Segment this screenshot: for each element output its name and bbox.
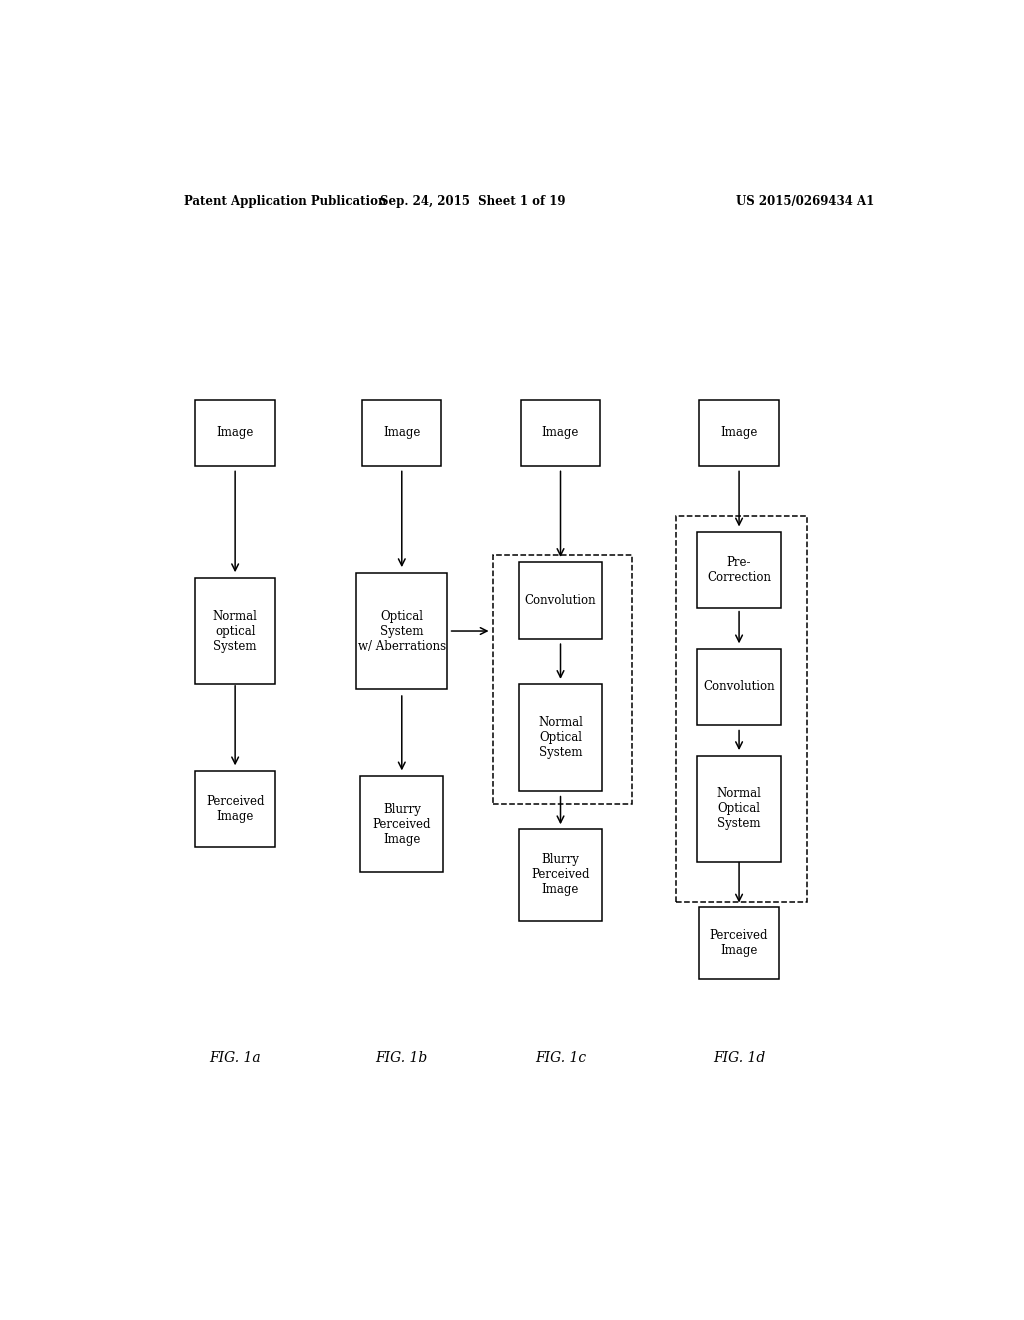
Text: Perceived
Image: Perceived Image (710, 929, 768, 957)
FancyBboxPatch shape (362, 400, 441, 466)
FancyBboxPatch shape (519, 562, 602, 639)
FancyBboxPatch shape (697, 649, 780, 725)
Text: Normal
optical
System: Normal optical System (213, 610, 258, 652)
Text: Image: Image (216, 426, 254, 440)
Text: Sep. 24, 2015  Sheet 1 of 19: Sep. 24, 2015 Sheet 1 of 19 (381, 194, 566, 207)
Text: Image: Image (383, 426, 421, 440)
Text: Optical
System
w/ Aberrations: Optical System w/ Aberrations (357, 610, 445, 652)
Text: Perceived
Image: Perceived Image (206, 795, 264, 822)
FancyBboxPatch shape (697, 755, 780, 862)
Text: FIG. 1d: FIG. 1d (713, 1051, 765, 1065)
Text: US 2015/0269434 A1: US 2015/0269434 A1 (735, 194, 873, 207)
FancyBboxPatch shape (196, 400, 274, 466)
Text: FIG. 1a: FIG. 1a (209, 1051, 261, 1065)
FancyBboxPatch shape (699, 907, 778, 978)
Text: FIG. 1c: FIG. 1c (535, 1051, 586, 1065)
Text: Normal
Optical
System: Normal Optical System (538, 717, 583, 759)
FancyBboxPatch shape (196, 578, 274, 684)
FancyBboxPatch shape (519, 684, 602, 791)
Text: Blurry
Perceived
Image: Blurry Perceived Image (373, 803, 431, 846)
FancyBboxPatch shape (699, 400, 778, 466)
FancyBboxPatch shape (356, 573, 447, 689)
Text: Convolution: Convolution (703, 680, 775, 693)
Text: Image: Image (542, 426, 580, 440)
Text: Convolution: Convolution (524, 594, 596, 607)
FancyBboxPatch shape (519, 829, 602, 921)
Text: Blurry
Perceived
Image: Blurry Perceived Image (531, 854, 590, 896)
Text: Normal
Optical
System: Normal Optical System (717, 788, 762, 830)
Text: FIG. 1b: FIG. 1b (376, 1051, 428, 1065)
Text: Patent Application Publication: Patent Application Publication (183, 194, 386, 207)
FancyBboxPatch shape (697, 532, 780, 609)
FancyBboxPatch shape (196, 771, 274, 847)
Text: Image: Image (721, 426, 758, 440)
FancyBboxPatch shape (360, 776, 443, 873)
Text: Pre-
Correction: Pre- Correction (707, 556, 771, 583)
FancyBboxPatch shape (521, 400, 600, 466)
